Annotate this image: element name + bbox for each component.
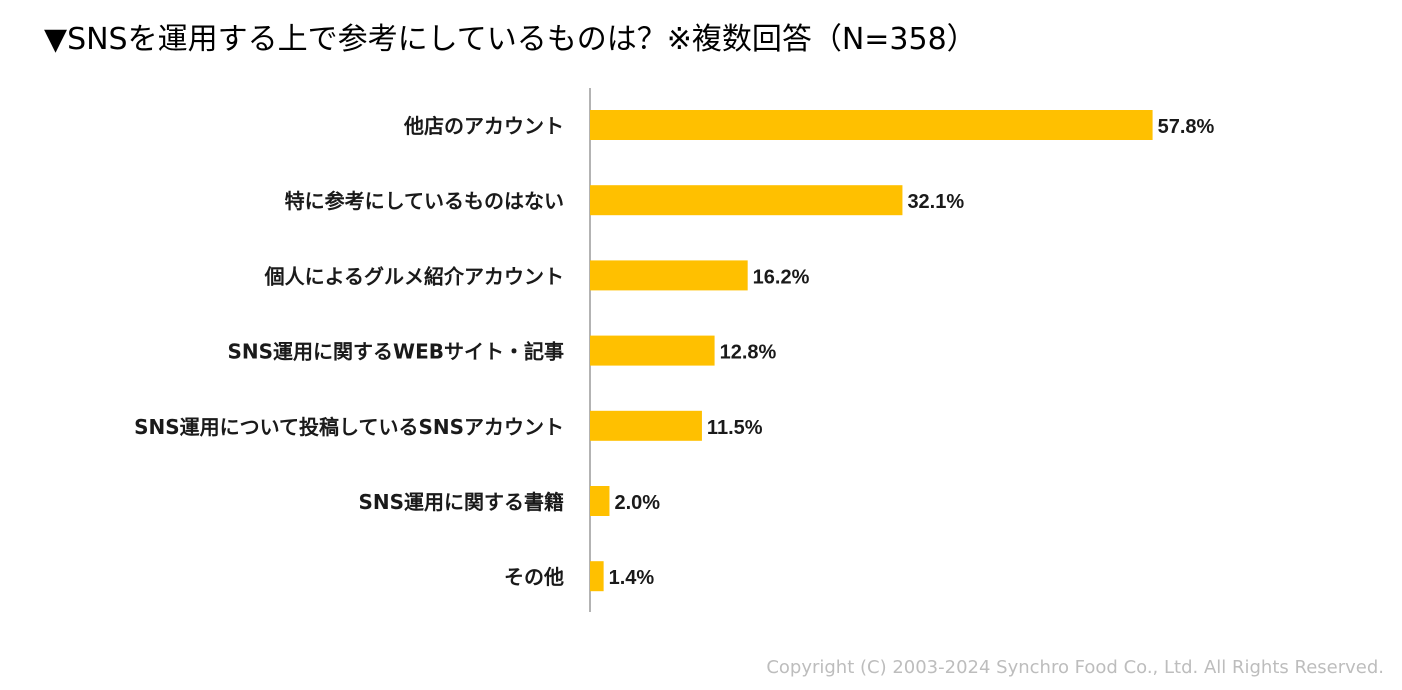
category-label-3: SNS運用に関するWEBサイト・記事 [227,340,564,364]
copyright-text: Copyright (C) 2003-2024 Synchro Food Co.… [766,657,1384,678]
category-label-2: 個人によるグルメ紹介アカウント [264,264,564,288]
chart-title: ▼SNSを運用する上で参考にしているものは？※複数回答（N=358） [44,22,977,57]
category-label-1: 特に参考にしているものはない [285,189,564,213]
value-label-6: 1.4% [609,567,655,589]
value-label-0: 57.8% [1158,116,1215,138]
category-label-0: 他店のアカウント [403,114,564,138]
bar-3 [590,335,715,366]
value-label-4: 11.5% [707,417,763,439]
bar-6 [590,561,604,592]
value-label-5: 2.0% [614,492,660,514]
bar-4 [590,410,702,441]
category-label-4: SNS運用について投稿しているSNSアカウント [134,415,564,439]
bars-layer: 他店のアカウント 57.8% 特に参考にしているものはない 32.1% 個人によるグルメ… [134,110,1215,592]
value-label-2: 16.2% [753,266,810,288]
bar-0 [590,110,1153,140]
bar-1 [590,185,903,216]
category-label-5: SNS運用に関する書籍 [358,490,564,514]
bar-5 [590,486,610,516]
value-label-3: 12.8% [720,342,777,364]
value-label-1: 32.1% [907,191,964,213]
bar-2 [590,260,748,291]
category-label-6: その他 [504,565,564,589]
